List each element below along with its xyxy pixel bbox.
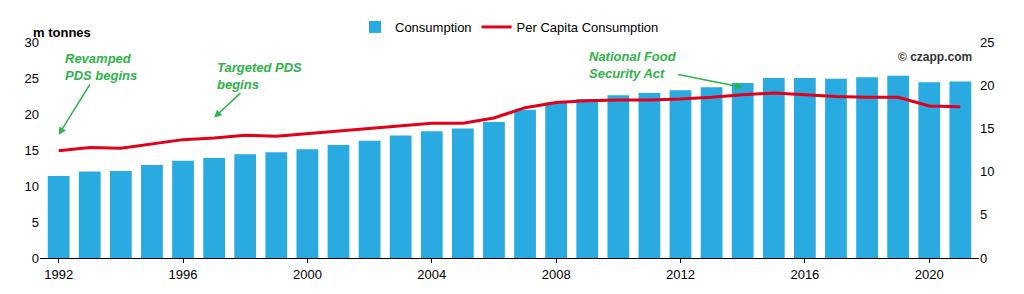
svg-text:Consumption: Consumption [395, 20, 472, 35]
svg-text:30: 30 [25, 35, 39, 50]
svg-text:1996: 1996 [169, 267, 198, 282]
svg-text:5: 5 [32, 215, 39, 230]
svg-text:National FoodSecurity Act: National FoodSecurity Act [589, 49, 677, 81]
svg-text:25: 25 [25, 71, 39, 86]
svg-text:20: 20 [25, 107, 39, 122]
svg-text:1992: 1992 [44, 267, 73, 282]
svg-text:Targeted PDSbegins: Targeted PDSbegins [217, 60, 302, 92]
svg-text:2012: 2012 [666, 267, 695, 282]
svg-text:m tonnes: m tonnes [33, 25, 91, 40]
svg-text:0: 0 [980, 251, 987, 266]
svg-text:2000: 2000 [293, 267, 322, 282]
svg-text:15: 15 [980, 121, 994, 136]
svg-text:RevampedPDS begins: RevampedPDS begins [65, 51, 137, 83]
svg-text:Per Capita Consumption: Per Capita Consumption [517, 20, 659, 35]
svg-text:2004: 2004 [417, 267, 446, 282]
svg-text:2020: 2020 [915, 267, 944, 282]
svg-text:25: 25 [980, 35, 994, 50]
svg-text:20: 20 [980, 78, 994, 93]
svg-text:© czapp.com: © czapp.com [898, 50, 972, 64]
svg-text:10: 10 [25, 179, 39, 194]
svg-text:2008: 2008 [542, 267, 571, 282]
svg-text:15: 15 [25, 143, 39, 158]
svg-text:2016: 2016 [790, 267, 819, 282]
svg-text:0: 0 [32, 251, 39, 266]
svg-text:5: 5 [980, 207, 987, 222]
svg-text:10: 10 [980, 164, 994, 179]
